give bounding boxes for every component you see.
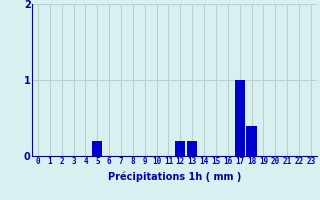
Bar [246, 126, 257, 156]
Bar [92, 141, 102, 156]
Bar [175, 141, 185, 156]
X-axis label: Précipitations 1h ( mm ): Précipitations 1h ( mm ) [108, 172, 241, 182]
Bar [187, 141, 197, 156]
Bar [235, 80, 245, 156]
